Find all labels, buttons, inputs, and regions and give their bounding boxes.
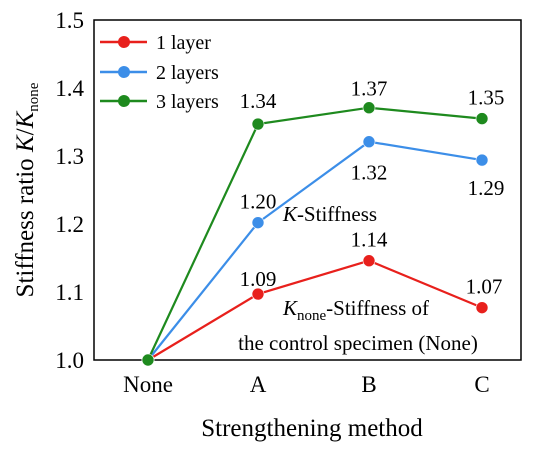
- knone-annotation-line2: the control specimen (None): [238, 331, 478, 355]
- legend-item-2-layers: 2 layers: [100, 62, 219, 84]
- k-stiffness-annotation: K-Stiffness: [282, 202, 377, 226]
- series-line: [147, 106, 483, 361]
- data-label: 1.32: [351, 161, 388, 185]
- data-label: 1.29: [468, 176, 505, 200]
- series-line: [147, 140, 483, 361]
- x-axis-title: Strengthening method: [201, 415, 423, 442]
- data-point: [362, 101, 376, 115]
- data-label: 1.09: [240, 267, 277, 291]
- x-tick-label: None: [123, 372, 173, 397]
- data-label: 1.07: [466, 275, 503, 299]
- data-point: [251, 216, 265, 229]
- legend-marker: [118, 66, 130, 78]
- legend-marker: [118, 95, 130, 107]
- legend-item-3-layers: 3 layers: [100, 91, 219, 113]
- data-point: [475, 112, 489, 125]
- plot-frame: [93, 19, 522, 361]
- x-tick-labels: None A B C: [123, 372, 490, 397]
- legend-label: 1 layer: [156, 32, 211, 54]
- data-label: 1.35: [468, 86, 505, 110]
- data-label: 1.14: [351, 228, 388, 252]
- legend-item-1-layer: 1 layer: [100, 32, 211, 54]
- series-line: [147, 259, 483, 361]
- data-label: 1.37: [351, 77, 388, 101]
- y-axis-title: Stiffness ratio K/Knone: [12, 82, 42, 297]
- data-point: [475, 301, 489, 314]
- data-point: [475, 153, 489, 167]
- data-label: 1.34: [240, 89, 277, 113]
- y-tick-label: 1.2: [55, 212, 84, 237]
- knone-annotation-line1: Knone-Stiffness of: [282, 296, 429, 324]
- data-point: [251, 117, 265, 131]
- data-point: [362, 254, 376, 268]
- y-tick-label: 1.1: [55, 280, 84, 305]
- legend-label: 3 layers: [156, 91, 219, 113]
- data-label: 1.20: [240, 190, 277, 214]
- y-tick-labels: 1.0 1.1 1.2 1.3 1.4 1.5: [55, 8, 84, 373]
- legend: 1 layer 2 layers 3 layers: [100, 32, 219, 113]
- legend-label: 2 layers: [156, 62, 219, 84]
- series-layer: 1.09 1.14 1.07 1.20 1.32 1.29 1.34 1.37 1.35: [141, 77, 505, 367]
- legend-marker: [118, 36, 130, 48]
- data-point: [251, 287, 265, 301]
- y-tick-label: 1.0: [55, 348, 84, 373]
- series-1-layer: 1.09 1.14 1.07: [141, 228, 503, 367]
- series-3-layers: 1.34 1.37 1.35: [141, 77, 505, 367]
- data-point: [362, 135, 376, 149]
- y-tick-label: 1.3: [55, 144, 84, 169]
- x-tick-label: B: [361, 372, 376, 397]
- data-point: [141, 353, 155, 367]
- x-tick-label: A: [250, 372, 267, 397]
- y-tick-label: 1.4: [55, 76, 84, 101]
- y-tick-label: 1.5: [55, 8, 84, 33]
- x-tick-label: C: [474, 372, 489, 397]
